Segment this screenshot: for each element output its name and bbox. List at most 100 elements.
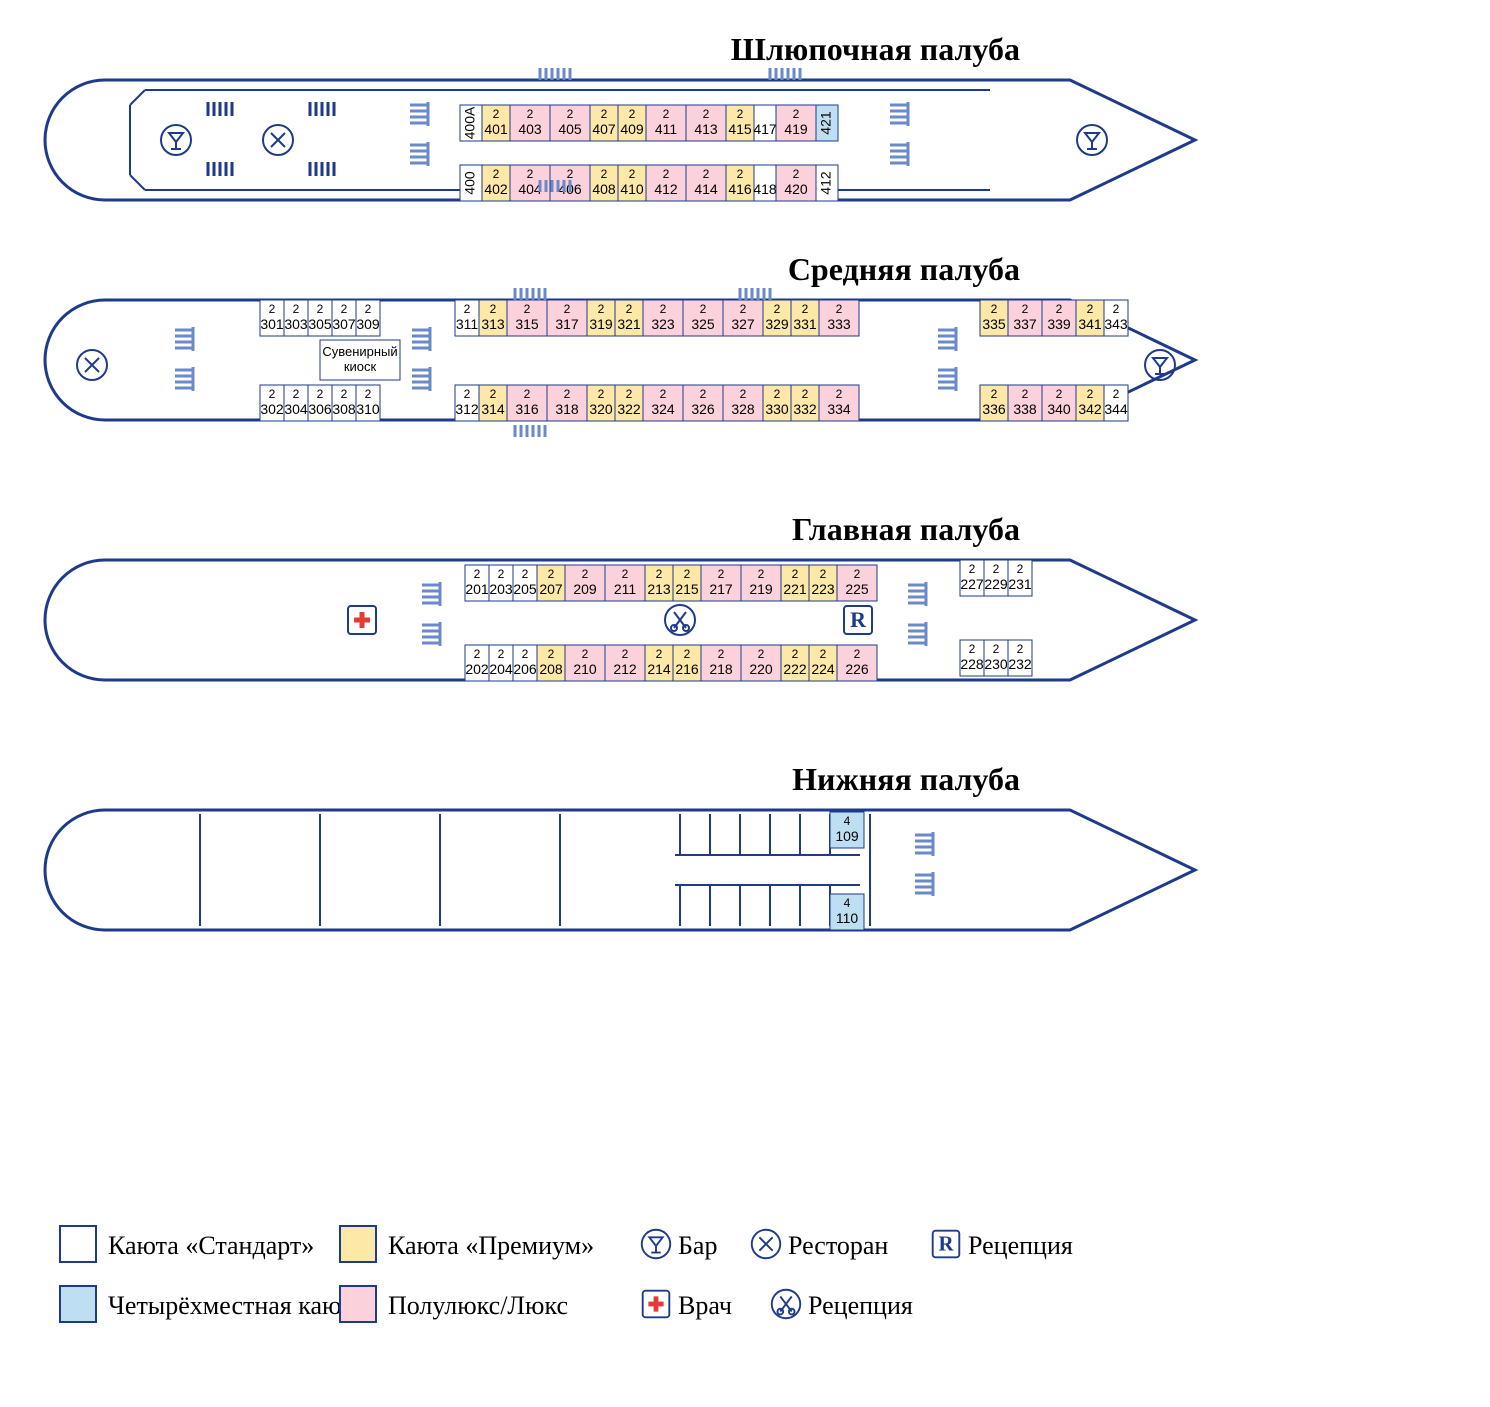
cabin-209: 2209 <box>565 565 605 601</box>
cabin-cap-315: 2 <box>524 302 531 316</box>
cabin-num-324: 324 <box>651 401 675 417</box>
cabin-328: 2328 <box>723 385 763 421</box>
cabin-306: 2306 <box>308 385 332 421</box>
cabin-num-317: 317 <box>555 316 579 332</box>
stair-icon <box>175 367 193 391</box>
cabin-num-409: 409 <box>620 121 644 137</box>
cabin-cap-408: 2 <box>601 167 608 181</box>
cabin-num-421: 421 <box>818 111 834 135</box>
cabin-num-320: 320 <box>589 401 613 417</box>
stair-icon <box>908 582 926 606</box>
cabin-420: 2420 <box>776 165 816 201</box>
cabin-310: 2310 <box>356 385 380 421</box>
hull-outline <box>45 810 1195 930</box>
cabin-cap-223: 2 <box>820 567 827 581</box>
cabin-cap-344: 2 <box>1113 387 1120 401</box>
cabin-201: 2201 <box>465 565 489 601</box>
cabin-203: 2203 <box>489 565 513 601</box>
stair-icon <box>915 872 933 896</box>
cabin-cap-338: 2 <box>1022 387 1029 401</box>
restaurant-icon <box>77 350 107 380</box>
cabin-307: 2307 <box>332 300 356 336</box>
legend-label-r1-1: Каюта «Премиум» <box>388 1231 594 1260</box>
cabin-421: 421 <box>816 105 838 141</box>
cabin-num-310: 310 <box>356 401 380 417</box>
cabin-num-216: 216 <box>675 661 699 677</box>
cabin-cap-201: 2 <box>474 567 481 581</box>
cabin-331: 2331 <box>791 300 819 336</box>
cabin-num-307: 307 <box>332 316 356 332</box>
cabin-319: 2319 <box>587 300 615 336</box>
cabin-cap-228: 2 <box>969 642 976 656</box>
cabin-308: 2308 <box>332 385 356 421</box>
cabin-num-306: 306 <box>308 401 332 417</box>
cabin-num-336: 336 <box>982 401 1006 417</box>
deck-title-3: Нижняя палуба <box>792 761 1020 797</box>
cabin-330: 2330 <box>763 385 791 421</box>
cabin-337: 2337 <box>1008 300 1042 336</box>
cabin-cap-326: 2 <box>700 387 707 401</box>
cabin-cap-206: 2 <box>522 647 529 661</box>
cabin-338: 2338 <box>1008 385 1042 421</box>
cabin-cap-343: 2 <box>1113 302 1120 316</box>
stair-icon <box>515 288 545 300</box>
cabin-num-330: 330 <box>765 401 789 417</box>
cabin-400: 400 <box>460 165 482 201</box>
cabin-num-323: 323 <box>651 316 675 332</box>
cabin-num-325: 325 <box>691 316 715 332</box>
stair-icon <box>422 622 440 646</box>
cabin-cap-303: 2 <box>293 302 300 316</box>
cabin-311: 2311 <box>455 300 479 336</box>
cabin-num-416: 416 <box>728 181 752 197</box>
cabin-num-313: 313 <box>481 316 505 332</box>
cabin-num-343: 343 <box>1104 316 1128 332</box>
cabin-410: 2410 <box>618 165 646 201</box>
cabin-cap-210: 2 <box>582 647 589 661</box>
cabin-num-318: 318 <box>555 401 579 417</box>
cabin-334: 2334 <box>819 385 859 421</box>
cabin-num-232: 232 <box>1008 656 1032 672</box>
svg-text:4: 4 <box>844 814 851 828</box>
legend-swatch-r1-1 <box>340 1226 376 1262</box>
cabin-227: 2227 <box>960 560 984 596</box>
cabin-cap-310: 2 <box>365 387 372 401</box>
cabin-316: 2316 <box>507 385 547 421</box>
cabin-num-326: 326 <box>691 401 715 417</box>
cabin-cap-413: 2 <box>703 107 710 121</box>
bar-icon <box>642 1230 671 1259</box>
cabin-num-202: 202 <box>465 661 489 677</box>
cabin-325: 2325 <box>683 300 723 336</box>
cabin-num-408: 408 <box>592 181 616 197</box>
cabin-num-214: 214 <box>647 661 671 677</box>
cabin-num-309: 309 <box>356 316 380 332</box>
cabin-cap-331: 2 <box>802 302 809 316</box>
cabin-225: 2225 <box>837 565 877 601</box>
cabin-cap-202: 2 <box>474 647 481 661</box>
stair-icon <box>410 102 428 126</box>
cabin-num-411: 411 <box>655 121 678 137</box>
cabin-num-331: 331 <box>793 316 817 332</box>
cabin-cap-313: 2 <box>490 302 497 316</box>
cabin-cap-306: 2 <box>317 387 324 401</box>
cabin-cap-332: 2 <box>802 387 809 401</box>
cabin-408: 2408 <box>590 165 618 201</box>
restaurant-icon <box>752 1230 781 1259</box>
cabin-num-221: 221 <box>783 581 807 597</box>
deck-plan-diagram: Шлюпочная палуба400А24012403240524072409… <box>20 20 1490 1387</box>
cabin-num-305: 305 <box>308 316 332 332</box>
cabin-cap-312: 2 <box>464 387 471 401</box>
cabin-335: 2335 <box>980 300 1008 336</box>
kiosk-label: киоск <box>344 359 377 374</box>
bar-icon <box>161 125 191 155</box>
legend-swatch-r1-0 <box>60 1226 96 1262</box>
cabin-322: 2322 <box>615 385 643 421</box>
bench-icon <box>310 162 334 176</box>
cabin-cap-328: 2 <box>740 387 747 401</box>
cabin-301: 2301 <box>260 300 284 336</box>
cabin-313: 2313 <box>479 300 507 336</box>
cabin-num-418: 418 <box>753 181 777 197</box>
cabin-cap-339: 2 <box>1056 302 1063 316</box>
cabin-num-231: 231 <box>1008 576 1032 592</box>
cabin-303: 2303 <box>284 300 308 336</box>
cabin-cap-322: 2 <box>626 387 633 401</box>
